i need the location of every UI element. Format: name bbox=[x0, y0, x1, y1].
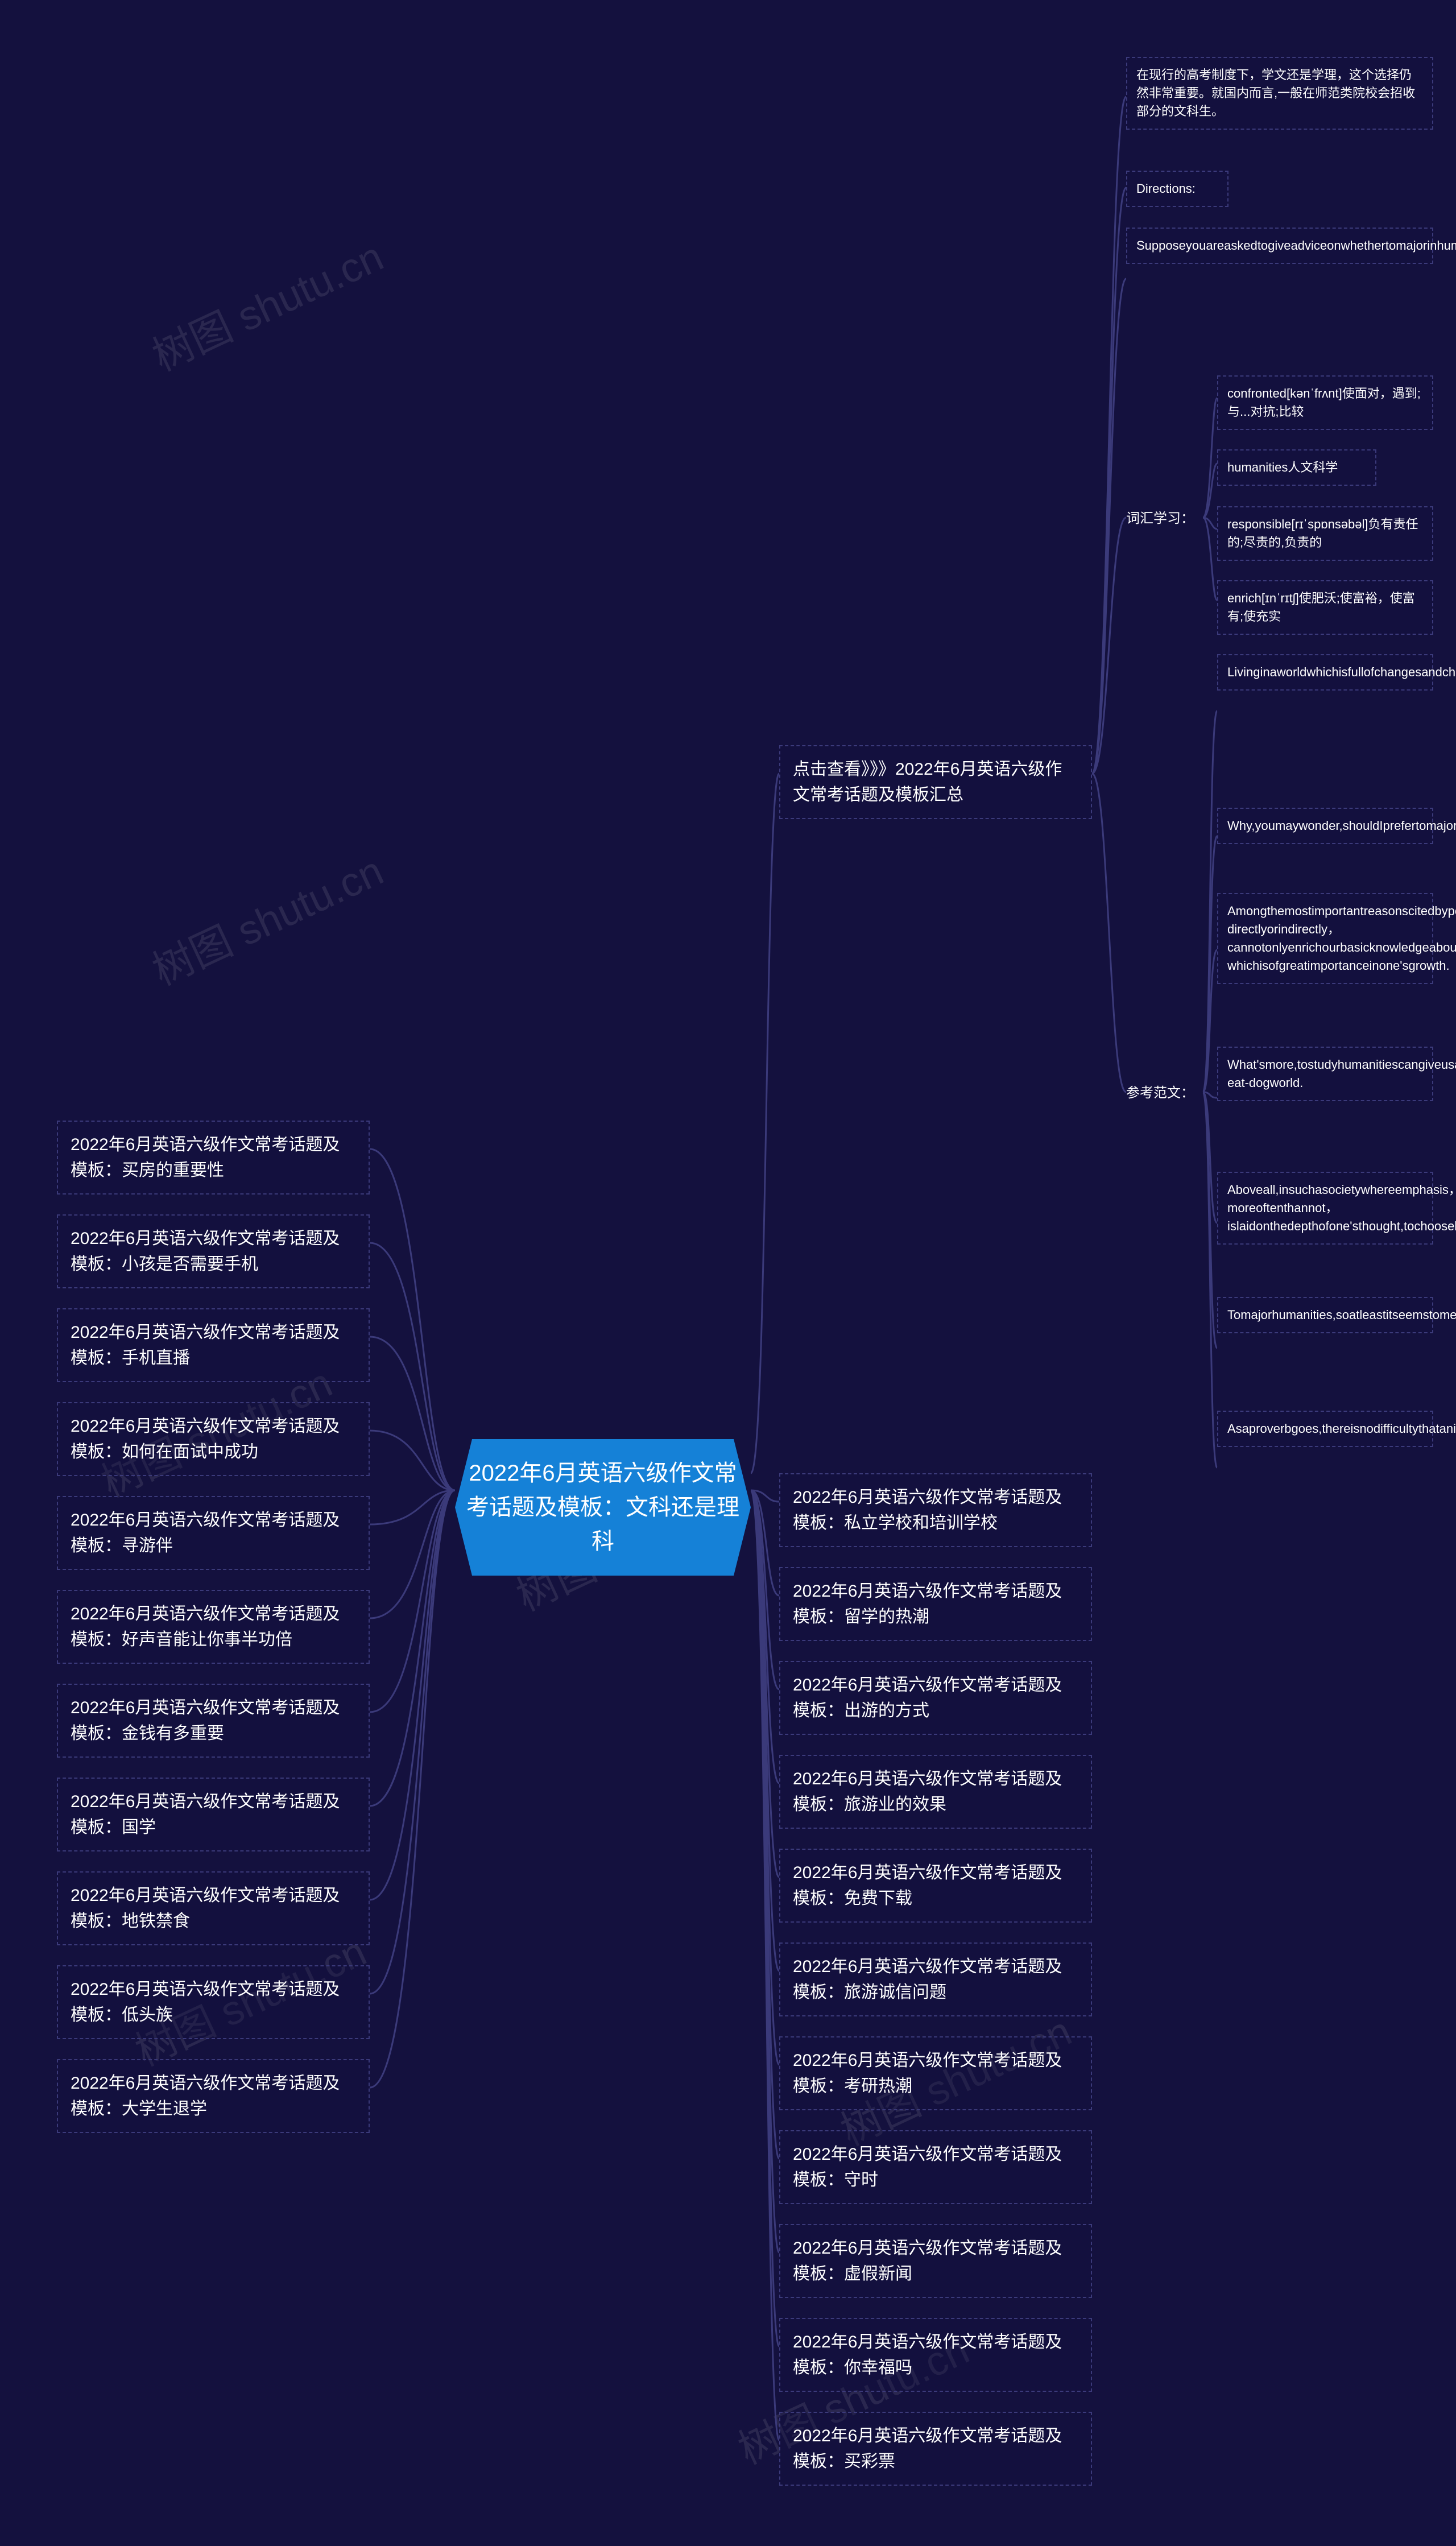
related-topic[interactable]: 2022年6月英语六级作文常考话题及模板：虚假新闻 bbox=[779, 2224, 1092, 2298]
related-topic[interactable]: 2022年6月英语六级作文常考话题及模板：私立学校和培训学校 bbox=[779, 1473, 1092, 1547]
directions-text-content: Supposeyouareaskedtogiveadviceonwhethert… bbox=[1136, 238, 1456, 253]
related-topic[interactable]: 2022年6月英语六级作文常考话题及模板：如何在面试中成功 bbox=[57, 1402, 370, 1476]
related-topic[interactable]: 2022年6月英语六级作文常考话题及模板：寻游伴 bbox=[57, 1496, 370, 1570]
vocab-label-text: 词汇学习： bbox=[1126, 511, 1194, 526]
vocab-item-text: confronted[kənˈfrʌnt]使面对，遇到;与...对抗;比较 bbox=[1227, 386, 1421, 419]
related-topic[interactable]: 2022年6月英语六级作文常考话题及模板：低头族 bbox=[57, 1965, 370, 2039]
vocab-item: responsible[rɪˈspɒnsəbəl]负有责任的;尽责的,负责的 bbox=[1217, 506, 1433, 561]
vocab-item: confronted[kənˈfrʌnt]使面对，遇到;与...对抗;比较 bbox=[1217, 375, 1433, 430]
vocab-item-text: enrich[ɪnˈrɪtʃ]使肥沃;使富裕，使富有;使充实 bbox=[1227, 591, 1415, 623]
related-topic[interactable]: 2022年6月英语六级作文常考话题及模板：留学的热潮 bbox=[779, 1567, 1092, 1641]
central-topic[interactable]: 2022年6月英语六级作文常考话题及模板：文科还是理科 bbox=[455, 1439, 751, 1576]
essay-paragraph: Why,youmaywonder,shouldIprefertomajorinh… bbox=[1217, 808, 1433, 844]
vocab-item: humanities人文科学 bbox=[1217, 449, 1376, 486]
related-topic[interactable]: 2022年6月英语六级作文常考话题及模板：旅游业的效果 bbox=[779, 1755, 1092, 1829]
essay-paragraph-text: Asaproverbgoes,thereisnodifficultythatan… bbox=[1227, 1421, 1456, 1436]
related-topic-label: 2022年6月英语六级作文常考话题及模板：守时 bbox=[793, 2145, 1062, 2189]
essay-paragraph: Aboveall,insuchasocietywhereemphasis，mor… bbox=[1217, 1172, 1433, 1245]
essay-paragraph: What'smore,tostudyhumanitiescangiveusani… bbox=[1217, 1047, 1433, 1101]
vocab-item-text: responsible[rɪˈspɒnsəbəl]负有责任的;尽责的,负责的 bbox=[1227, 517, 1418, 549]
essay-paragraph-text: Amongthemostimportantreasonscitedbypeopl… bbox=[1227, 904, 1456, 973]
related-topic[interactable]: 2022年6月英语六级作文常考话题及模板：买房的重要性 bbox=[57, 1121, 370, 1195]
vocab-label: 词汇学习： bbox=[1126, 509, 1194, 528]
related-topic-label: 2022年6月英语六级作文常考话题及模板：地铁禁食 bbox=[71, 1886, 340, 1931]
related-topic-label: 2022年6月英语六级作文常考话题及模板：如何在面试中成功 bbox=[71, 1417, 340, 1461]
related-topic[interactable]: 2022年6月英语六级作文常考话题及模板：大学生退学 bbox=[57, 2059, 370, 2133]
essay-paragraph: Amongthemostimportantreasonscitedbypeopl… bbox=[1217, 893, 1433, 984]
directions-label: Directions: bbox=[1126, 171, 1228, 207]
related-topic-label: 2022年6月英语六级作文常考话题及模板：私立学校和培训学校 bbox=[793, 1488, 1062, 1532]
directions-text: Supposeyouareaskedtogiveadviceonwhethert… bbox=[1126, 228, 1433, 264]
related-topic[interactable]: 2022年6月英语六级作文常考话题及模板：好声音能让你事半功倍 bbox=[57, 1590, 370, 1664]
related-topic[interactable]: 2022年6月英语六级作文常考话题及模板：免费下载 bbox=[779, 1849, 1092, 1923]
related-topic-label: 2022年6月英语六级作文常考话题及模板：大学生退学 bbox=[71, 2074, 340, 2118]
related-topic-label: 2022年6月英语六级作文常考话题及模板：寻游伴 bbox=[71, 1511, 340, 1555]
related-topic-label: 2022年6月英语六级作文常考话题及模板：手机直播 bbox=[71, 1323, 340, 1367]
essay-paragraph-text: Why,youmaywonder,shouldIprefertomajorinh… bbox=[1227, 819, 1456, 833]
vocab-item-text: humanities人文科学 bbox=[1227, 460, 1338, 474]
watermark: 树图 shutu.cn bbox=[141, 838, 391, 997]
essay-paragraph-text: Aboveall,insuchasocietywhereemphasis，mor… bbox=[1227, 1183, 1456, 1233]
related-topic-label: 2022年6月英语六级作文常考话题及模板：金钱有多重要 bbox=[71, 1698, 340, 1743]
central-topic-label: 2022年6月英语六级作文常考话题及模板：文科还是理科 bbox=[466, 1461, 739, 1554]
related-topic[interactable]: 2022年6月英语六级作文常考话题及模板：金钱有多重要 bbox=[57, 1684, 370, 1758]
related-topic[interactable]: 2022年6月英语六级作文常考话题及模板：买彩票 bbox=[779, 2412, 1092, 2486]
related-topic-label: 2022年6月英语六级作文常考话题及模板：免费下载 bbox=[793, 1863, 1062, 1908]
related-topic-label: 2022年6月英语六级作文常考话题及模板：虚假新闻 bbox=[793, 2239, 1062, 2283]
related-topic-label: 2022年6月英语六级作文常考话题及模板：出游的方式 bbox=[793, 1676, 1062, 1720]
related-topic[interactable]: 2022年6月英语六级作文常考话题及模板：国学 bbox=[57, 1778, 370, 1851]
essay-paragraph-text: What'smore,tostudyhumanitiescangiveusani… bbox=[1227, 1057, 1456, 1090]
vocab-item: enrich[ɪnˈrɪtʃ]使肥沃;使富裕，使富有;使充实 bbox=[1217, 580, 1433, 635]
related-topic-label: 2022年6月英语六级作文常考话题及模板：旅游业的效果 bbox=[793, 1770, 1062, 1814]
essay-paragraph: Tomajorhumanities,soatleastitseemstome,i… bbox=[1217, 1297, 1433, 1333]
related-topic[interactable]: 2022年6月英语六级作文常考话题及模板：旅游诚信问题 bbox=[779, 1942, 1092, 2016]
mindmap-canvas: 树图 shutu.cn 树图 shutu.cn 树图 shutu.cn 树图 s… bbox=[0, 0, 1456, 2546]
essay-label-text: 参考范文： bbox=[1126, 1085, 1194, 1101]
related-topic-label: 2022年6月英语六级作文常考话题及模板：买房的重要性 bbox=[71, 1135, 340, 1180]
essay-paragraph-text: Livinginaworldwhichisfullofchangesandcha… bbox=[1227, 665, 1456, 679]
intro-text-content: 在现行的高考制度下，学文还是学理，这个选择仍然非常重要。就国内而言,一般在师范类… bbox=[1136, 68, 1415, 118]
essay-paragraph: Asaproverbgoes,thereisnodifficultythatan… bbox=[1217, 1411, 1433, 1447]
related-topic[interactable]: 2022年6月英语六级作文常考话题及模板：手机直播 bbox=[57, 1308, 370, 1382]
related-topic[interactable]: 2022年6月英语六级作文常考话题及模板：守时 bbox=[779, 2130, 1092, 2204]
essay-paragraph-text: Tomajorhumanities,soatleastitseemstome,i… bbox=[1227, 1308, 1456, 1322]
related-topic[interactable]: 2022年6月英语六级作文常考话题及模板：出游的方式 bbox=[779, 1661, 1092, 1735]
related-topic-label: 2022年6月英语六级作文常考话题及模板：低头族 bbox=[71, 1980, 340, 2024]
related-topic-label: 2022年6月英语六级作文常考话题及模板：考研热潮 bbox=[793, 2051, 1062, 2096]
intro-text: 在现行的高考制度下，学文还是学理，这个选择仍然非常重要。就国内而言,一般在师范类… bbox=[1126, 57, 1433, 130]
related-topic-label: 2022年6月英语六级作文常考话题及模板：买彩票 bbox=[793, 2427, 1062, 2471]
essay-label: 参考范文： bbox=[1126, 1084, 1194, 1103]
related-topic[interactable]: 2022年6月英语六级作文常考话题及模板：地铁禁食 bbox=[57, 1871, 370, 1945]
related-topic[interactable]: 2022年6月英语六级作文常考话题及模板：考研热潮 bbox=[779, 2036, 1092, 2110]
essay-paragraph: Livinginaworldwhichisfullofchangesandcha… bbox=[1217, 654, 1433, 691]
related-topic[interactable]: 2022年6月英语六级作文常考话题及模板：小孩是否需要手机 bbox=[57, 1214, 370, 1288]
directions-label-text: Directions: bbox=[1136, 181, 1196, 196]
related-topic-label: 2022年6月英语六级作文常考话题及模板：国学 bbox=[71, 1792, 340, 1837]
related-topic-label: 2022年6月英语六级作文常考话题及模板：留学的热潮 bbox=[793, 1582, 1062, 1626]
related-topic-label: 2022年6月英语六级作文常考话题及模板：好声音能让你事半功倍 bbox=[71, 1605, 340, 1649]
related-topic[interactable]: 2022年6月英语六级作文常考话题及模板：你幸福吗 bbox=[779, 2318, 1092, 2392]
related-topic-label: 2022年6月英语六级作文常考话题及模板：小孩是否需要手机 bbox=[71, 1229, 340, 1274]
top-branch-link[interactable]: 点击查看》》》2022年6月英语六级作文常考话题及模板汇总 bbox=[779, 745, 1092, 819]
watermark: 树图 shutu.cn bbox=[141, 224, 391, 383]
related-topic-label: 2022年6月英语六级作文常考话题及模板：旅游诚信问题 bbox=[793, 1957, 1062, 2002]
related-topic-label: 2022年6月英语六级作文常考话题及模板：你幸福吗 bbox=[793, 2333, 1062, 2377]
top-branch-link-label: 点击查看》》》2022年6月英语六级作文常考话题及模板汇总 bbox=[793, 760, 1062, 804]
